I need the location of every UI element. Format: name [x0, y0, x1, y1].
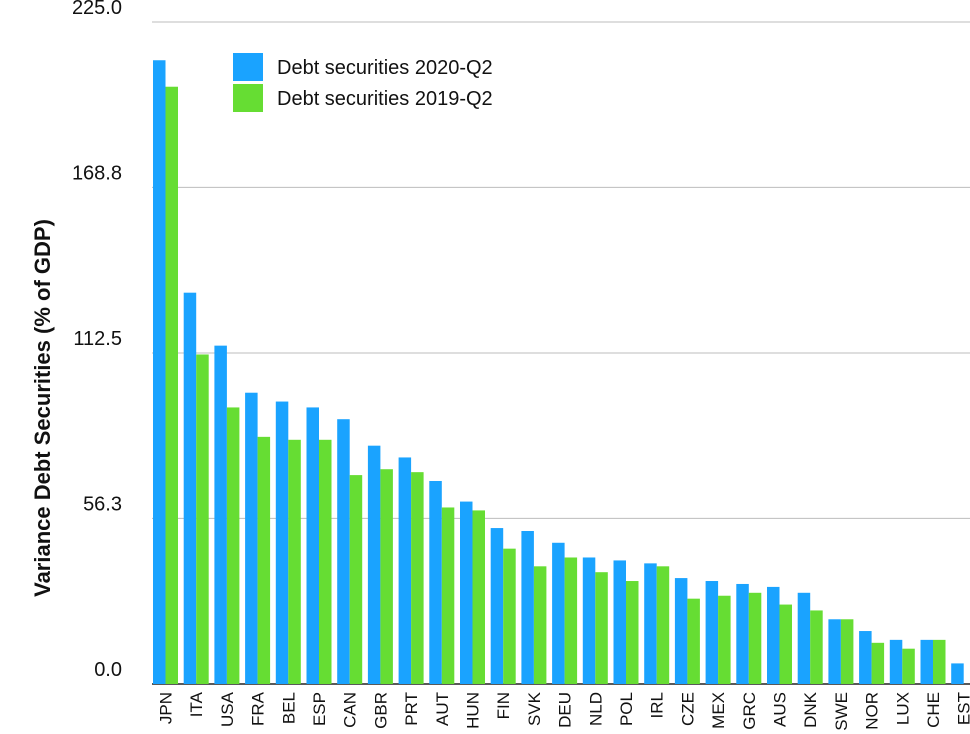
bar-prt-series-1 — [398, 457, 412, 684]
bar-swe-series-1 — [828, 619, 841, 684]
x-tick-label-prt: PRT — [402, 692, 421, 726]
x-tick-label-lux: LUX — [893, 692, 912, 725]
bar-can-series-2 — [349, 475, 363, 684]
x-tick-label-cze: CZE — [678, 692, 697, 726]
bar-dnk-series-2 — [810, 610, 823, 684]
x-tick-label-aus: AUS — [771, 692, 790, 727]
bar-grc-series-1 — [736, 583, 749, 684]
bar-aut-series-2 — [441, 507, 455, 684]
bar-fin-series-2 — [503, 548, 516, 684]
x-tick-label-nor: NOR — [863, 692, 882, 730]
bar-lux-series-2 — [902, 648, 915, 684]
y-tick-label: 225.0 — [72, 0, 122, 19]
bar-jpn-series-1 — [153, 60, 166, 684]
y-tick-labels: 0.0 56.3 112.5 168.8 225.0 — [72, 0, 122, 681]
bar-nor-series-2 — [871, 642, 885, 684]
bar-jpn-series-2 — [165, 86, 178, 685]
bar-esp-series-1 — [306, 407, 319, 684]
legend-swatch-series-1 — [233, 53, 263, 81]
bar-pol-series-1 — [613, 560, 626, 684]
y-tick-label: 112.5 — [73, 328, 122, 350]
bar-usa-series-2 — [226, 407, 240, 684]
x-tick-label-dnk: DNK — [801, 691, 820, 728]
bar-nld-series-1 — [582, 557, 596, 684]
x-tick-label-nld: NLD — [586, 692, 605, 726]
bar-irl-series-1 — [644, 563, 657, 684]
x-tick-label-mex: MEX — [709, 692, 728, 729]
bar-deu-series-1 — [552, 542, 565, 684]
y-axis-title: Variance Debt Securities (% of GDP) — [30, 219, 55, 597]
bar-pol-series-2 — [626, 581, 639, 684]
x-tick-label-jpn: JPN — [157, 692, 176, 724]
bar-bel-series-2 — [288, 439, 301, 684]
bar-che-series-2 — [933, 639, 946, 684]
x-tick-label-ita: ITA — [187, 691, 206, 717]
bar-deu-series-2 — [564, 557, 578, 684]
x-tick-label-gbr: GBR — [371, 692, 390, 729]
bar-ita-series-1 — [183, 292, 197, 684]
bar-irl-series-2 — [656, 566, 670, 684]
x-tick-label-swe: SWE — [832, 692, 851, 731]
x-tick-label-irl: IRL — [648, 692, 667, 718]
x-tick-label-est: EST — [955, 692, 970, 725]
bar-dnk-series-1 — [797, 592, 811, 684]
bar-esp-series-2 — [319, 439, 332, 684]
x-tick-label-fra: FRA — [249, 691, 268, 726]
x-tick-label-grc: GRC — [740, 692, 759, 730]
x-tick-label-che: CHE — [924, 692, 943, 728]
y-tick-label: 0.0 — [94, 659, 122, 681]
x-tick-label-fin: FIN — [494, 692, 513, 719]
legend-label-series-2: Debt securities 2019-Q2 — [277, 88, 493, 110]
bar-fra-series-2 — [257, 436, 271, 684]
y-tick-label: 168.8 — [72, 162, 122, 184]
bar-gbr-series-1 — [367, 445, 381, 684]
bar-svk-series-2 — [533, 566, 547, 684]
bar-cze-series-2 — [687, 598, 700, 684]
x-tick-label-pol: POL — [617, 692, 636, 726]
legend-swatch-series-2 — [233, 84, 263, 112]
bar-usa-series-1 — [214, 345, 227, 684]
bars-layer — [153, 60, 964, 685]
bar-mex-series-2 — [718, 595, 731, 684]
bar-hun-series-1 — [460, 501, 473, 684]
bar-nor-series-1 — [859, 631, 872, 684]
x-tick-label-usa: USA — [218, 691, 237, 727]
legend: Debt securities 2020-Q2 Debt securities … — [233, 53, 493, 112]
bar-swe-series-2 — [840, 619, 854, 684]
bar-ita-series-2 — [196, 354, 209, 684]
x-tick-label-aut: AUT — [433, 692, 452, 726]
bar-hun-series-2 — [472, 510, 485, 684]
x-tick-label-hun: HUN — [464, 692, 483, 729]
x-tick-label-svk: SVK — [525, 691, 544, 726]
bar-gbr-series-2 — [380, 469, 393, 684]
bar-aus-series-2 — [779, 604, 792, 684]
bar-fra-series-1 — [245, 392, 258, 684]
bar-can-series-1 — [337, 419, 350, 684]
bar-prt-series-2 — [411, 472, 424, 684]
bar-cze-series-1 — [674, 578, 688, 684]
y-tick-label: 56.3 — [83, 493, 122, 515]
bar-bel-series-1 — [275, 401, 289, 684]
x-tick-label-bel: BEL — [279, 692, 298, 724]
bar-svk-series-1 — [521, 531, 534, 684]
legend-label-series-1: Debt securities 2020-Q2 — [277, 57, 493, 79]
x-tick-label-can: CAN — [341, 692, 360, 728]
bar-aus-series-1 — [767, 586, 780, 684]
bar-fin-series-1 — [490, 528, 504, 684]
bar-aut-series-1 — [429, 480, 442, 684]
bar-mex-series-1 — [705, 581, 719, 684]
x-category-labels: JPN ITA USA FRA BEL ESP CAN GBR PRT AUT HUN FIN SVK D… — [157, 691, 970, 730]
x-tick-label-esp: ESP — [310, 692, 329, 726]
bar-che-series-1 — [920, 639, 933, 684]
bar-nld-series-2 — [595, 572, 608, 684]
bar-est-series-1 — [951, 663, 964, 684]
bar-grc-series-2 — [748, 592, 762, 684]
x-tick-label-deu: DEU — [556, 692, 575, 728]
bar-lux-series-1 — [889, 639, 903, 684]
